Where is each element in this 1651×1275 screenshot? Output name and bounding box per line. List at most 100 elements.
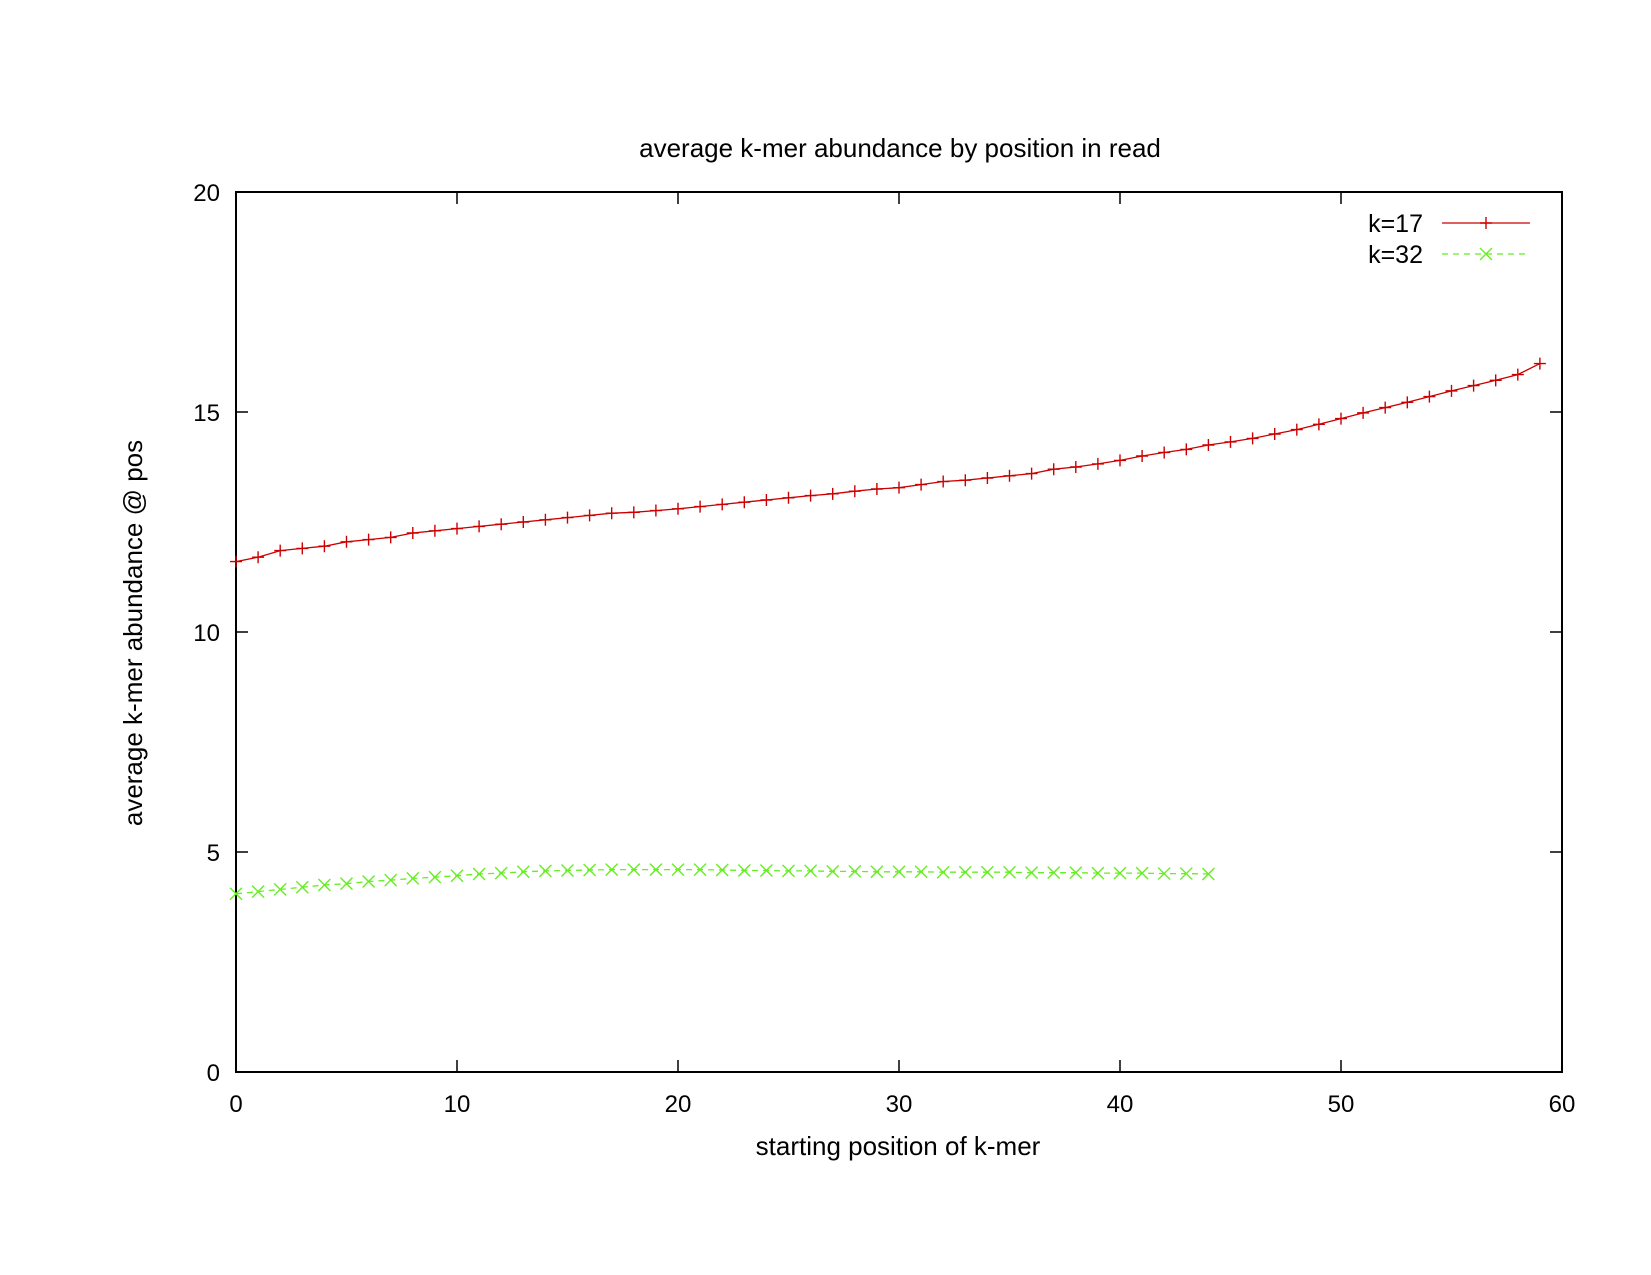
data-point-2 — [273, 882, 287, 896]
data-point-1 — [738, 496, 751, 509]
data-point-2 — [1113, 866, 1127, 880]
data-point-1 — [1401, 396, 1414, 409]
data-point-1 — [1290, 423, 1303, 436]
data-point-1 — [1202, 439, 1215, 451]
data-point-1 — [716, 498, 729, 511]
x-tick-label: 60 — [1549, 1091, 1576, 1118]
data-point-2 — [848, 864, 862, 878]
data-point-2 — [406, 871, 420, 885]
x-tick-label: 40 — [1107, 1091, 1134, 1118]
data-point-1 — [1069, 461, 1082, 473]
data-point-1 — [1246, 432, 1259, 445]
y-tick-label: 5 — [207, 840, 220, 867]
data-point-2 — [384, 873, 398, 887]
data-point-2 — [870, 865, 884, 879]
data-point-1 — [1268, 428, 1281, 440]
x-tick-label: 50 — [1328, 1091, 1355, 1118]
data-point-1 — [937, 475, 950, 488]
y-tick-label: 15 — [193, 400, 220, 427]
data-point-1 — [627, 506, 640, 519]
data-point-1 — [826, 487, 839, 500]
data-point-2 — [317, 878, 331, 892]
data-point-1 — [760, 494, 773, 506]
data-point-1 — [451, 522, 463, 535]
data-point-2 — [1003, 865, 1016, 879]
data-point-1 — [649, 504, 662, 517]
data-point-1 — [362, 533, 375, 546]
data-point-2 — [229, 887, 243, 901]
data-point-2 — [1025, 866, 1039, 880]
data-point-1 — [583, 509, 596, 522]
data-point-1 — [1003, 469, 1016, 482]
data-point-2 — [892, 865, 906, 879]
x-tick-label: 20 — [665, 1091, 692, 1118]
data-point-1 — [1467, 379, 1480, 392]
data-point-2 — [583, 863, 597, 877]
data-point-1 — [1047, 463, 1060, 476]
data-point-2 — [671, 863, 685, 877]
data-point-2 — [472, 867, 486, 881]
chart-title: average k-mer abundance by position in r… — [639, 133, 1161, 163]
y-tick-label: 0 — [207, 1060, 220, 1087]
data-point-2 — [516, 865, 530, 879]
data-point-1 — [981, 472, 994, 484]
data-point-1 — [1533, 357, 1546, 370]
data-point-2 — [561, 863, 574, 877]
data-point-1 — [428, 524, 441, 537]
data-point-1 — [1025, 467, 1038, 480]
data-point-1 — [495, 518, 508, 531]
data-point-1 — [1423, 390, 1436, 403]
data-point-1 — [915, 478, 928, 491]
data-point-1 — [605, 507, 618, 520]
data-point-2 — [450, 869, 464, 883]
data-point-2 — [782, 864, 795, 878]
data-point-1 — [1511, 368, 1524, 381]
data-point-1 — [318, 540, 331, 553]
data-point-2 — [1069, 866, 1083, 880]
data-point-2 — [605, 863, 619, 877]
data-point-2 — [1047, 866, 1061, 880]
data-point-2 — [251, 885, 265, 899]
data-point-1 — [252, 551, 265, 564]
y-tick-label: 10 — [193, 620, 220, 647]
legend-label: k=32 — [1368, 241, 1423, 269]
data-point-1 — [1445, 384, 1458, 397]
data-point-1 — [517, 516, 530, 528]
data-point-2 — [428, 870, 442, 884]
data-point-1 — [1114, 454, 1126, 467]
data-point-1 — [959, 474, 972, 487]
data-point-1 — [561, 511, 574, 524]
data-point-2 — [1179, 867, 1193, 881]
data-point-2 — [804, 864, 818, 878]
data-point-2 — [494, 866, 508, 880]
data-point-1 — [384, 531, 397, 544]
data-point-2 — [715, 863, 729, 877]
data-point-1 — [1180, 443, 1193, 456]
legend-marker — [1480, 217, 1492, 229]
data-point-1 — [1224, 435, 1237, 448]
data-point-2 — [958, 865, 972, 879]
y-tick-label: 20 — [193, 180, 220, 207]
data-point-2 — [1201, 867, 1215, 881]
data-point-1 — [848, 485, 861, 498]
data-point-1 — [274, 544, 287, 557]
data-point-1 — [1136, 450, 1149, 462]
data-point-1 — [782, 491, 795, 504]
data-point-1 — [1357, 406, 1370, 419]
data-point-2 — [1157, 867, 1171, 881]
legend-label: k=17 — [1368, 210, 1423, 238]
data-point-1 — [1091, 457, 1104, 470]
data-point-2 — [826, 864, 840, 878]
data-point-1 — [694, 500, 707, 513]
series-line-2 — [235, 868, 1209, 895]
data-point-1 — [1312, 418, 1325, 431]
data-point-2 — [914, 865, 928, 879]
data-point-2 — [936, 865, 950, 879]
x-tick-label: 0 — [229, 1091, 242, 1118]
data-point-1 — [1379, 401, 1392, 414]
plot-frame — [235, 191, 1563, 1073]
data-point-1 — [893, 481, 905, 494]
data-point-2 — [362, 874, 376, 888]
data-point-2 — [759, 863, 773, 877]
